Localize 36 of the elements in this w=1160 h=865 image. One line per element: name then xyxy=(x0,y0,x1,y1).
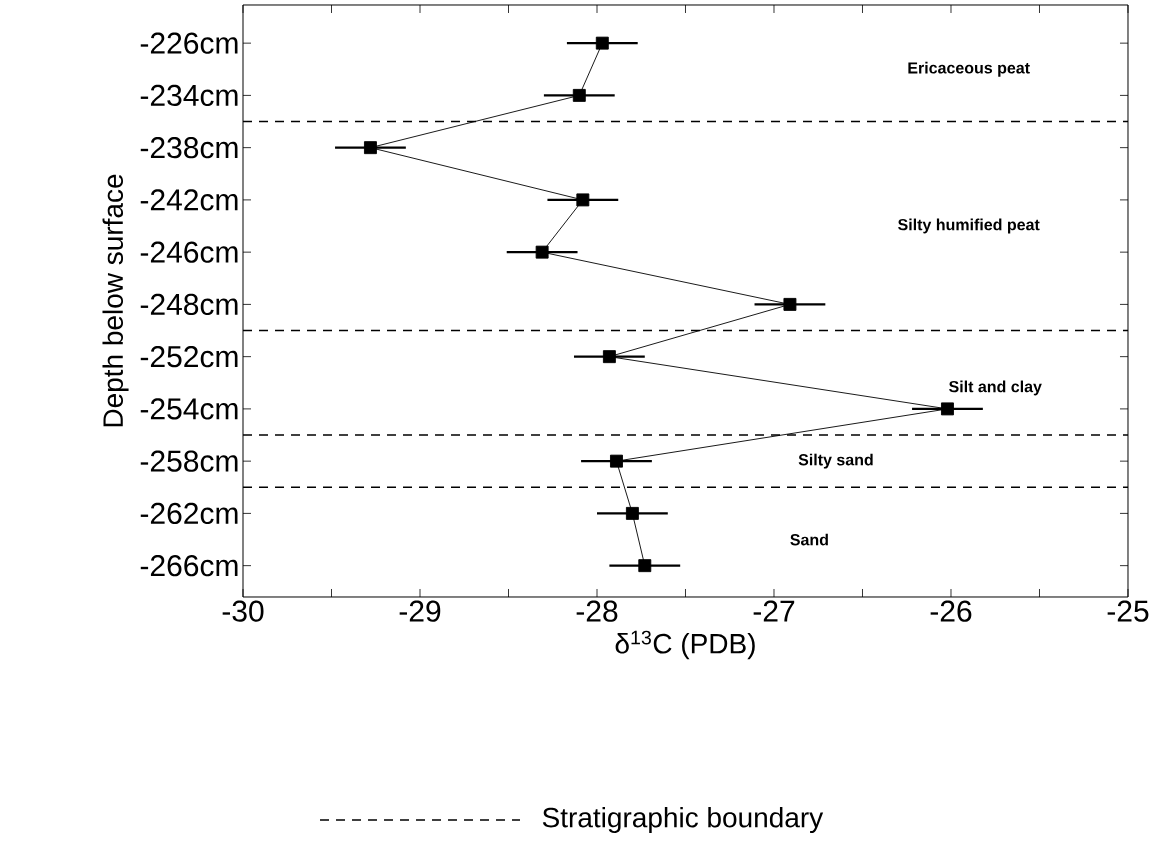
y-tick-label: -226cm xyxy=(140,32,238,54)
x-tick-label: -26 xyxy=(930,600,972,622)
point xyxy=(535,245,549,259)
y-tick-label: -242cm xyxy=(140,189,238,211)
y-tick-label: -254cm xyxy=(140,398,238,420)
x-tick-label: -30 xyxy=(222,600,264,622)
y-axis-title: Depth below surface xyxy=(102,174,129,427)
point xyxy=(610,454,623,468)
x-tick-label: -29 xyxy=(399,600,441,622)
point xyxy=(941,402,954,416)
point xyxy=(576,193,590,207)
y-tick-label: -246cm xyxy=(140,241,238,263)
point xyxy=(595,36,609,50)
point xyxy=(602,350,616,364)
x-tick-label: -28 xyxy=(576,600,618,622)
annotation: Ericaceous peat xyxy=(908,61,1030,77)
point xyxy=(783,297,797,311)
point xyxy=(638,559,652,573)
annotation: Silty sand xyxy=(798,453,873,469)
point xyxy=(363,141,377,155)
annotation: Silty humified peat xyxy=(898,218,1040,234)
y-tick-label: -258cm xyxy=(140,450,238,472)
y-tick-label: -248cm xyxy=(140,293,238,316)
x-tick-label: -27 xyxy=(753,600,795,622)
point xyxy=(572,88,586,102)
x-axis-title: δ$^{13}$C (PDB) xyxy=(615,630,755,660)
annotation: Silt and clay xyxy=(949,380,1042,396)
y-tick-label: -238cm xyxy=(140,137,238,159)
y-tick-label: -252cm xyxy=(140,346,238,368)
y-tick-label: -266cm xyxy=(140,555,238,577)
annotation: Sand xyxy=(790,533,828,546)
y-tick-label: -262cm xyxy=(140,502,238,525)
y-tick-label: -234cm xyxy=(140,84,238,107)
text: Stratigraphic boundary xyxy=(542,806,824,834)
point xyxy=(625,506,639,520)
x-tick-label: -25 xyxy=(1107,600,1149,622)
